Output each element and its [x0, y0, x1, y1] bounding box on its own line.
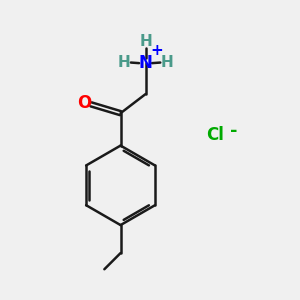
- Text: H: H: [139, 34, 152, 50]
- Text: Cl: Cl: [206, 126, 224, 144]
- Text: +: +: [150, 43, 163, 58]
- Text: H: H: [118, 55, 131, 70]
- Text: -: -: [230, 122, 238, 140]
- Text: H: H: [160, 55, 173, 70]
- Text: O: O: [77, 94, 92, 112]
- Text: N: N: [139, 54, 152, 72]
